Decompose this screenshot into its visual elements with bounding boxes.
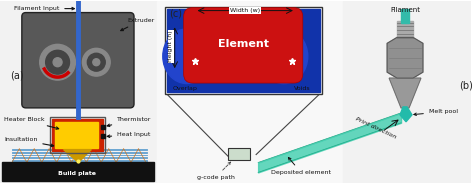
Polygon shape <box>387 37 423 78</box>
Text: Voids: Voids <box>293 86 310 91</box>
Bar <box>165 7 322 94</box>
Bar <box>397 21 413 42</box>
Text: Print direction: Print direction <box>354 116 396 139</box>
Polygon shape <box>389 78 421 108</box>
Bar <box>157 1 344 183</box>
Bar <box>0 1 157 183</box>
Ellipse shape <box>46 50 70 74</box>
Text: Width (w): Width (w) <box>230 8 260 13</box>
Text: Overlap: Overlap <box>172 86 197 91</box>
Text: Extruder: Extruder <box>121 18 155 31</box>
Bar <box>344 1 471 183</box>
Bar <box>50 117 105 153</box>
Text: Deposited element: Deposited element <box>271 158 331 175</box>
Text: Height (h): Height (h) <box>168 31 173 62</box>
Text: g-code path: g-code path <box>197 162 235 180</box>
Ellipse shape <box>40 44 75 80</box>
Bar <box>401 9 409 22</box>
Ellipse shape <box>163 29 210 84</box>
Bar <box>228 148 250 160</box>
Bar <box>2 162 154 181</box>
Bar <box>167 9 319 92</box>
Text: Heater Block: Heater Block <box>4 117 59 129</box>
Ellipse shape <box>82 48 110 76</box>
Polygon shape <box>64 150 91 162</box>
Text: (c): (c) <box>169 8 182 19</box>
Text: Melt pool: Melt pool <box>414 109 458 116</box>
FancyBboxPatch shape <box>22 13 134 108</box>
Ellipse shape <box>93 59 100 66</box>
Ellipse shape <box>53 58 62 67</box>
Text: Thermistor: Thermistor <box>107 117 152 127</box>
Ellipse shape <box>260 29 308 84</box>
Ellipse shape <box>87 53 105 71</box>
Text: Heat Input: Heat Input <box>107 132 151 137</box>
Polygon shape <box>400 107 412 122</box>
Text: Filament Input: Filament Input <box>14 6 74 11</box>
Text: Build plate: Build plate <box>58 171 96 176</box>
Text: Insultation: Insultation <box>4 137 54 147</box>
Text: (a): (a) <box>10 70 24 80</box>
Text: Element: Element <box>218 39 269 49</box>
Text: Filament: Filament <box>390 7 420 13</box>
Text: (b): (b) <box>459 80 473 90</box>
FancyBboxPatch shape <box>183 8 303 83</box>
Bar <box>52 119 103 151</box>
Bar <box>55 122 98 148</box>
